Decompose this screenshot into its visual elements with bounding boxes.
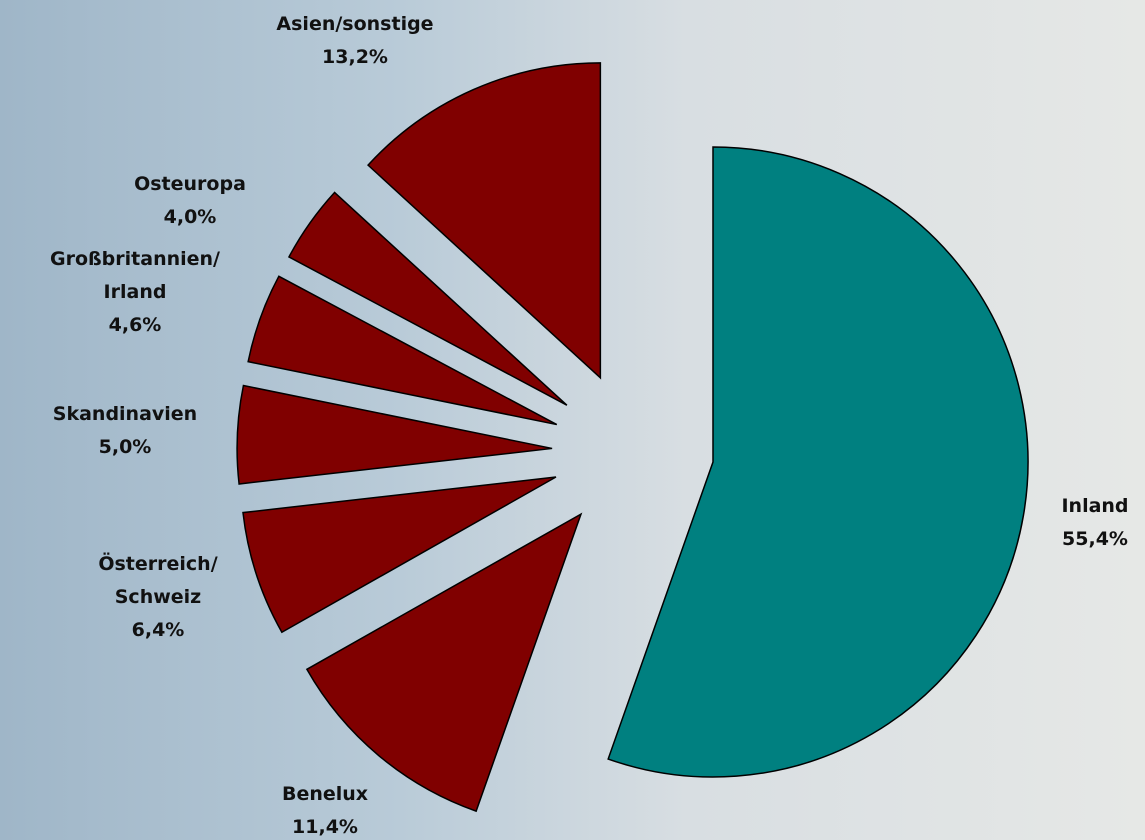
pie-slice — [236, 384, 553, 485]
category-label: Asien/sonstige — [276, 13, 434, 35]
pie-slice — [247, 275, 558, 426]
value-label: 55,4% — [1062, 528, 1128, 550]
slice-label: Österreich/ Schweiz 6,4% — [98, 548, 217, 647]
pie-slice — [366, 62, 602, 380]
slice-label: Skandinavien 5,0% — [53, 398, 197, 464]
slice-label: Inland 55,4% — [1061, 490, 1128, 556]
value-label: 4,0% — [163, 206, 217, 228]
value-label: 5,0% — [98, 436, 152, 458]
pie-slice — [242, 476, 557, 634]
category-label: Osteuropa — [134, 173, 246, 195]
value-label: 13,2% — [322, 46, 388, 68]
slice-label: Benelux 11,4% — [282, 778, 368, 840]
category-label: Skandinavien — [52, 403, 198, 425]
category-label: Österreich/ Schweiz — [98, 553, 218, 608]
slice-label: Großbritannien/ Irland 4,6% — [50, 243, 220, 342]
category-label: Inland — [1061, 495, 1129, 517]
value-label: 6,4% — [131, 619, 185, 641]
pie-slice — [607, 146, 1029, 778]
pie-slice — [305, 512, 583, 813]
value-label: 4,6% — [108, 314, 162, 336]
slice-label: Asien/sonstige 13,2% — [276, 8, 433, 74]
category-label: Großbritannien/ Irland — [50, 248, 220, 303]
slice-label: Osteuropa 4,0% — [134, 168, 246, 234]
value-label: 11,4% — [292, 816, 358, 838]
pie-slice — [287, 191, 568, 406]
category-label: Benelux — [281, 783, 369, 805]
